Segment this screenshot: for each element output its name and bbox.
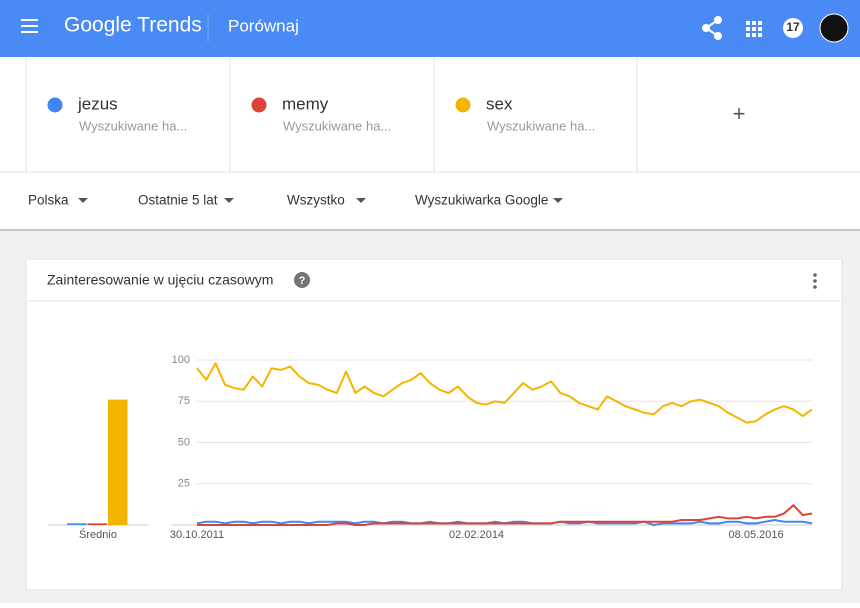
filter[interactable]: Wyszukiwarka Google: [415, 193, 548, 208]
dropdown-arrow[interactable]: [224, 198, 234, 203]
more-menu[interactable]: [813, 273, 817, 289]
x-tick-label: 02.02.2014: [449, 529, 504, 541]
filters: Polska Ostatnie 5 lat Wszystko Wyszukiwarka…: [28, 193, 563, 208]
x-tick-label: 30.10.2011: [170, 529, 224, 541]
top-bar: [0, 0, 860, 57]
search-panel: [0, 57, 860, 230]
term-name[interactable]: jezus: [77, 94, 118, 113]
page-title: Porównaj: [228, 16, 299, 35]
average-bar: [67, 523, 87, 525]
dropdown-arrow[interactable]: [78, 198, 88, 203]
term-name[interactable]: sex: [486, 94, 513, 113]
apps-icon[interactable]: [746, 21, 762, 37]
help-icon[interactable]: [294, 272, 310, 288]
y-tick-label: 100: [172, 354, 190, 366]
filter[interactable]: Ostatnie 5 lat: [138, 193, 218, 208]
notification-count[interactable]: 17: [786, 20, 800, 34]
chart-card: [25, 258, 843, 591]
avatar[interactable]: [819, 13, 849, 43]
term-name[interactable]: memy: [282, 94, 329, 113]
average-bar: [87, 523, 107, 525]
term-dot: [251, 97, 267, 113]
term-subtitle: Wyszukiwane ha...: [283, 118, 391, 133]
terms: jezus Wyszukiwane ha... memy Wyszukiwane ha…: [25, 57, 638, 172]
dropdown-arrow[interactable]: [356, 198, 366, 203]
term-subtitle: Wyszukiwane ha...: [487, 118, 595, 133]
term-subtitle: Wyszukiwane ha...: [79, 118, 187, 133]
card-title: Zainteresowanie w ujęciu czasowym: [47, 272, 273, 288]
menu-icon[interactable]: [21, 19, 38, 33]
y-tick-label: 25: [178, 478, 190, 490]
notification-badge[interactable]: [783, 18, 803, 38]
series-line: [197, 504, 813, 526]
term-dot: [455, 97, 471, 113]
average-bar: [108, 399, 128, 525]
y-tick-label: 75: [178, 395, 190, 407]
series-line: [196, 362, 813, 424]
logo[interactable]: Google Trends: [64, 14, 202, 37]
dropdown-arrow[interactable]: [553, 198, 563, 203]
x-tick-label: 08.05.2016: [729, 529, 784, 541]
help-icon-glyph[interactable]: ?: [299, 275, 306, 287]
average-label: Średnio: [79, 528, 117, 541]
chart: 25 50 75 100 30.10.2011 02.02.2014 08.05.2016 Ś…: [48, 354, 813, 541]
term-dot: [47, 97, 63, 113]
filter[interactable]: Polska: [28, 193, 69, 208]
y-tick-label: 50: [178, 436, 190, 448]
add-term[interactable]: +: [733, 101, 746, 126]
filter[interactable]: Wszystko: [287, 193, 345, 208]
share-icon[interactable]: [702, 16, 722, 40]
